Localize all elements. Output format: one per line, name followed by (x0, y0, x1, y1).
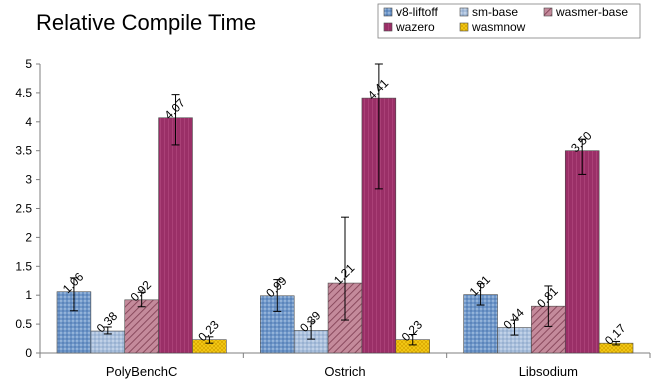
y-tick-label: 2 (25, 230, 32, 244)
legend-label: sm-base (472, 5, 518, 19)
x-tick-label: Libsodium (519, 364, 578, 379)
legend-label: wasmnow (471, 20, 526, 34)
y-tick-label: 4.5 (15, 86, 32, 100)
legend-label: wasmer-base (555, 5, 628, 19)
chart-legend: v8-liftoff sm-base wasmer-base wazero wasmno… (377, 3, 641, 39)
y-tick-label: 0.5 (15, 317, 32, 331)
legend-label: v8-liftoff (396, 5, 438, 19)
y-tick-label: 2.5 (15, 202, 32, 216)
bar (158, 117, 193, 354)
y-tick-label: 3 (25, 173, 32, 187)
legend-swatch (383, 22, 393, 32)
bar (124, 299, 159, 354)
chart-title: Relative Compile Time (36, 10, 256, 35)
y-tick-label: 1 (25, 288, 32, 302)
x-tick-label: Ostrich (324, 364, 365, 379)
y-tick-label: 4 (25, 115, 32, 129)
legend-swatch (383, 7, 393, 17)
legend-box (377, 3, 641, 39)
y-tick-label: 0 (25, 346, 32, 360)
x-tick-label: PolyBenchC (106, 364, 178, 379)
legend-swatch (459, 7, 469, 17)
y-tick-label: 5 (25, 57, 32, 71)
bar (564, 150, 600, 354)
legend-swatch (459, 22, 469, 32)
legend-label: wazero (395, 20, 435, 34)
bar (361, 97, 397, 354)
y-tick-label: 1.5 (15, 259, 32, 273)
chart-bars (56, 63, 634, 354)
legend-swatch (543, 7, 553, 17)
y-tick-label: 3.5 (15, 144, 32, 158)
